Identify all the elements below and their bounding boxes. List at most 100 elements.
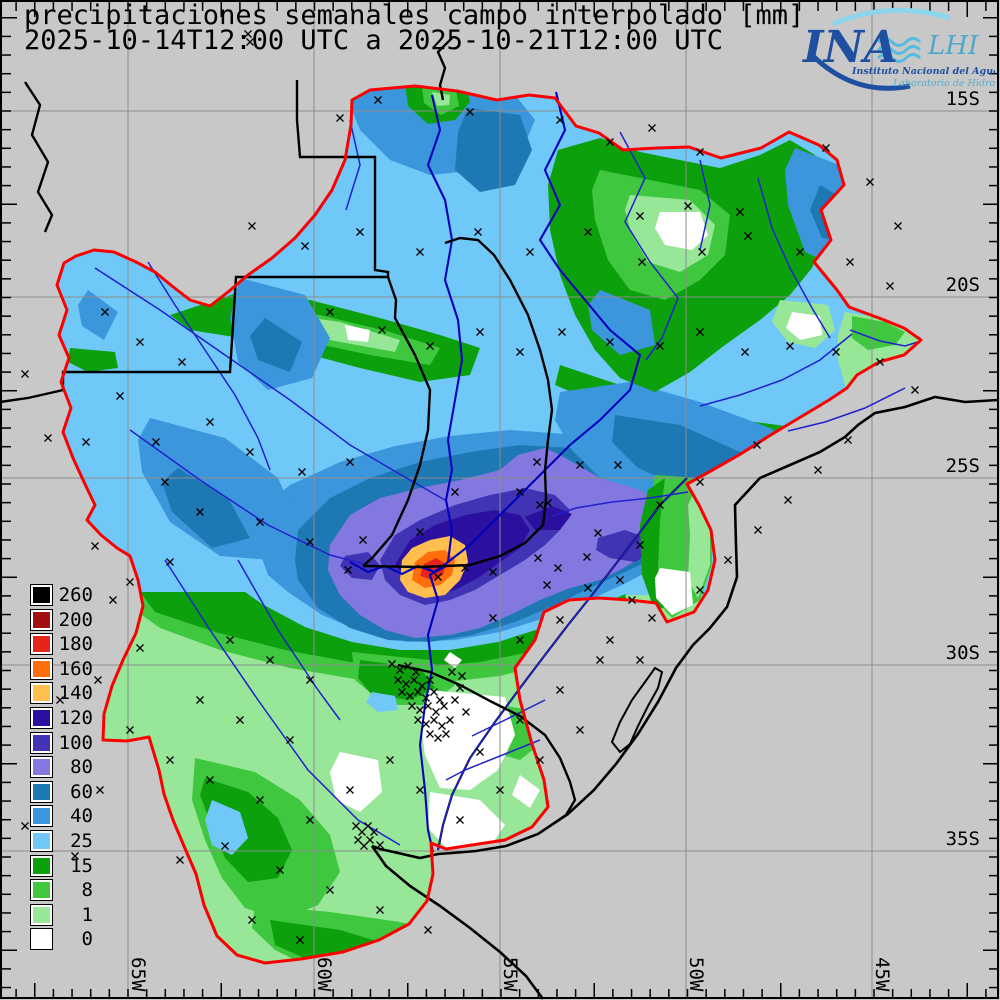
- station-x-mark: [583, 553, 591, 561]
- station-x-mark: [684, 202, 692, 210]
- station-x-mark: [344, 566, 352, 574]
- station-x-mark: [438, 722, 446, 730]
- station-x-mark: [410, 676, 418, 684]
- station-x-mark: [536, 501, 544, 509]
- map-title: precipitaciones semanales campo interpol…: [24, 0, 805, 31]
- station-x-mark: [430, 688, 438, 696]
- station-x-mark: [246, 38, 254, 46]
- station-x-mark: [359, 536, 367, 544]
- station-x-mark: [556, 116, 564, 124]
- station-x-mark: [414, 716, 422, 724]
- legend-value: 8: [81, 879, 93, 902]
- station-x-mark: [556, 616, 564, 624]
- legend-entry: 100: [30, 731, 93, 754]
- station-x-mark: [354, 836, 362, 844]
- station-x-mark: [584, 584, 592, 592]
- station-x-mark: [266, 656, 274, 664]
- legend-swatch: [30, 756, 53, 779]
- station-x-mark: [426, 342, 434, 350]
- station-x-mark: [822, 144, 830, 152]
- station-x-mark: [456, 816, 464, 824]
- station-x-mark: [364, 822, 372, 830]
- station-x-mark: [178, 358, 186, 366]
- logo-lab: LHI: [927, 31, 979, 61]
- station-x-mark: [636, 212, 644, 220]
- station-x-mark: [744, 232, 752, 240]
- station-x-mark: [489, 568, 497, 576]
- logo-top-arc: [832, 7, 951, 27]
- station-x-mark: [346, 786, 354, 794]
- station-x-mark: [648, 124, 656, 132]
- station-x-mark: [196, 696, 204, 704]
- logo-acronym: INA: [801, 22, 898, 73]
- station-x-mark: [543, 581, 551, 589]
- station-x-mark: [584, 228, 592, 236]
- legend-value: 1: [81, 903, 93, 926]
- ina-lhi-logo: INA LHI Instituto Nacional del Agua Labo…: [801, 7, 995, 91]
- longitude-label: 65W: [127, 957, 149, 992]
- station-x-mark: [496, 786, 504, 794]
- legend-swatch: [30, 854, 53, 877]
- station-x-mark: [82, 438, 90, 446]
- station-x-mark: [352, 822, 360, 830]
- station-x-mark: [556, 686, 564, 694]
- station-x-mark: [656, 342, 664, 350]
- station-x-mark: [196, 508, 204, 516]
- legend-value: 60: [70, 780, 93, 803]
- station-x-mark: [416, 528, 424, 536]
- station-x-mark: [911, 386, 919, 394]
- station-x-mark: [451, 488, 459, 496]
- legend-entry: 60: [30, 780, 93, 803]
- longitude-label: 55W: [499, 957, 521, 992]
- station-x-mark: [406, 692, 414, 700]
- station-x-mark: [360, 842, 368, 850]
- station-x-mark: [226, 636, 234, 644]
- station-x-mark: [366, 836, 374, 844]
- station-x-mark: [408, 702, 416, 710]
- legend-value: 15: [70, 854, 93, 877]
- station-x-mark: [109, 596, 117, 604]
- station-x-mark: [96, 786, 104, 794]
- station-x-mark: [628, 596, 636, 604]
- legend-value: 0: [81, 928, 93, 951]
- station-x-mark: [753, 441, 761, 449]
- station-x-mark: [396, 666, 404, 674]
- station-x-mark: [404, 662, 412, 670]
- station-x-mark: [301, 242, 309, 250]
- station-x-mark: [526, 248, 534, 256]
- station-x-mark: [426, 676, 434, 684]
- station-x-mark: [416, 786, 424, 794]
- station-x-mark: [306, 816, 314, 824]
- station-x-mark: [754, 526, 762, 534]
- logo-subtitle-1: Instituto Nacional del Agua: [851, 66, 995, 77]
- station-x-mark: [221, 842, 229, 850]
- station-x-mark: [116, 392, 124, 400]
- station-x-mark: [126, 578, 134, 586]
- latitude-label: 30S: [946, 642, 980, 664]
- station-x-mark: [236, 716, 244, 724]
- station-x-mark: [424, 702, 432, 710]
- station-x-mark: [536, 756, 544, 764]
- station-x-mark: [451, 696, 459, 704]
- station-x-mark: [424, 926, 432, 934]
- station-x-mark: [378, 326, 386, 334]
- legend-swatch: [30, 805, 53, 828]
- station-x-mark: [376, 906, 384, 914]
- station-x-mark: [21, 822, 29, 830]
- station-x-mark: [576, 726, 584, 734]
- station-x-mark: [94, 676, 102, 684]
- legend-swatch: [30, 780, 53, 803]
- station-x-mark: [741, 348, 749, 356]
- station-x-mark: [136, 644, 144, 652]
- station-x-mark: [422, 720, 430, 728]
- logo-subtitle-2: Laboratorio de Hidrologia: [892, 78, 995, 89]
- station-x-mark: [336, 114, 344, 122]
- station-x-mark: [256, 796, 264, 804]
- station-x-mark: [516, 716, 524, 724]
- station-x-mark: [656, 501, 664, 509]
- station-x-mark: [461, 564, 469, 572]
- station-x-mark: [466, 108, 474, 116]
- station-x-mark: [246, 448, 254, 456]
- station-x-mark: [376, 841, 384, 849]
- station-x-mark: [814, 466, 822, 474]
